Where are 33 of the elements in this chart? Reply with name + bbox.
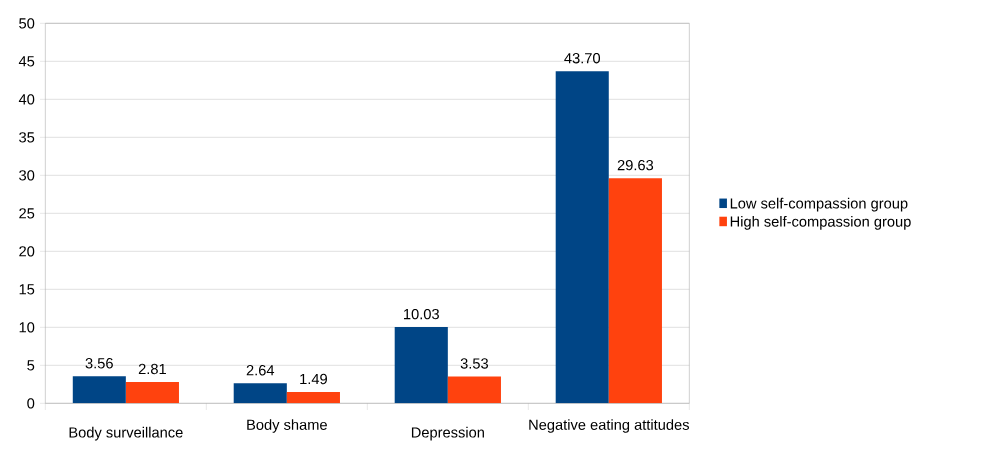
legend-label: Low self-compassion group bbox=[730, 197, 908, 212]
x-tick-label: Body surveillance bbox=[69, 426, 183, 441]
data-label: 29.63 bbox=[617, 159, 654, 171]
data-label: 3.56 bbox=[85, 358, 113, 369]
data-label: 1.49 bbox=[300, 373, 327, 385]
bar bbox=[286, 392, 340, 404]
y-tick-label: 25 bbox=[19, 208, 35, 219]
bar bbox=[72, 376, 126, 404]
x-tick-label: Negative eating attitudes bbox=[529, 419, 689, 433]
y-tick-label: 5 bbox=[27, 360, 35, 371]
y-tick-label: 10 bbox=[19, 322, 35, 333]
y-tick-label: 40 bbox=[18, 94, 35, 105]
y-tick-label: 35 bbox=[19, 132, 35, 143]
y-tick-label: 20 bbox=[19, 246, 35, 257]
y-tick-label: 30 bbox=[19, 170, 35, 181]
bar bbox=[125, 381, 179, 404]
bar bbox=[555, 71, 609, 404]
data-label: 43.70 bbox=[564, 53, 601, 64]
y-tick-label: 0 bbox=[27, 398, 35, 409]
bar bbox=[394, 327, 448, 404]
legend-label: High self-compassion group bbox=[730, 216, 911, 230]
bar bbox=[233, 383, 287, 404]
bar bbox=[608, 178, 662, 404]
data-label: 2.81 bbox=[138, 363, 166, 375]
y-tick-label: 50 bbox=[19, 18, 35, 29]
data-label: 3.53 bbox=[460, 358, 489, 369]
y-tick-label: 15 bbox=[19, 284, 35, 295]
y-tick-label: 45 bbox=[18, 56, 35, 67]
data-label: 10.03 bbox=[404, 308, 439, 320]
x-tick-label: Depression bbox=[411, 426, 484, 441]
x-tick-label: Body shame bbox=[247, 419, 327, 433]
bar bbox=[447, 376, 501, 404]
data-label: 2.64 bbox=[246, 365, 275, 376]
